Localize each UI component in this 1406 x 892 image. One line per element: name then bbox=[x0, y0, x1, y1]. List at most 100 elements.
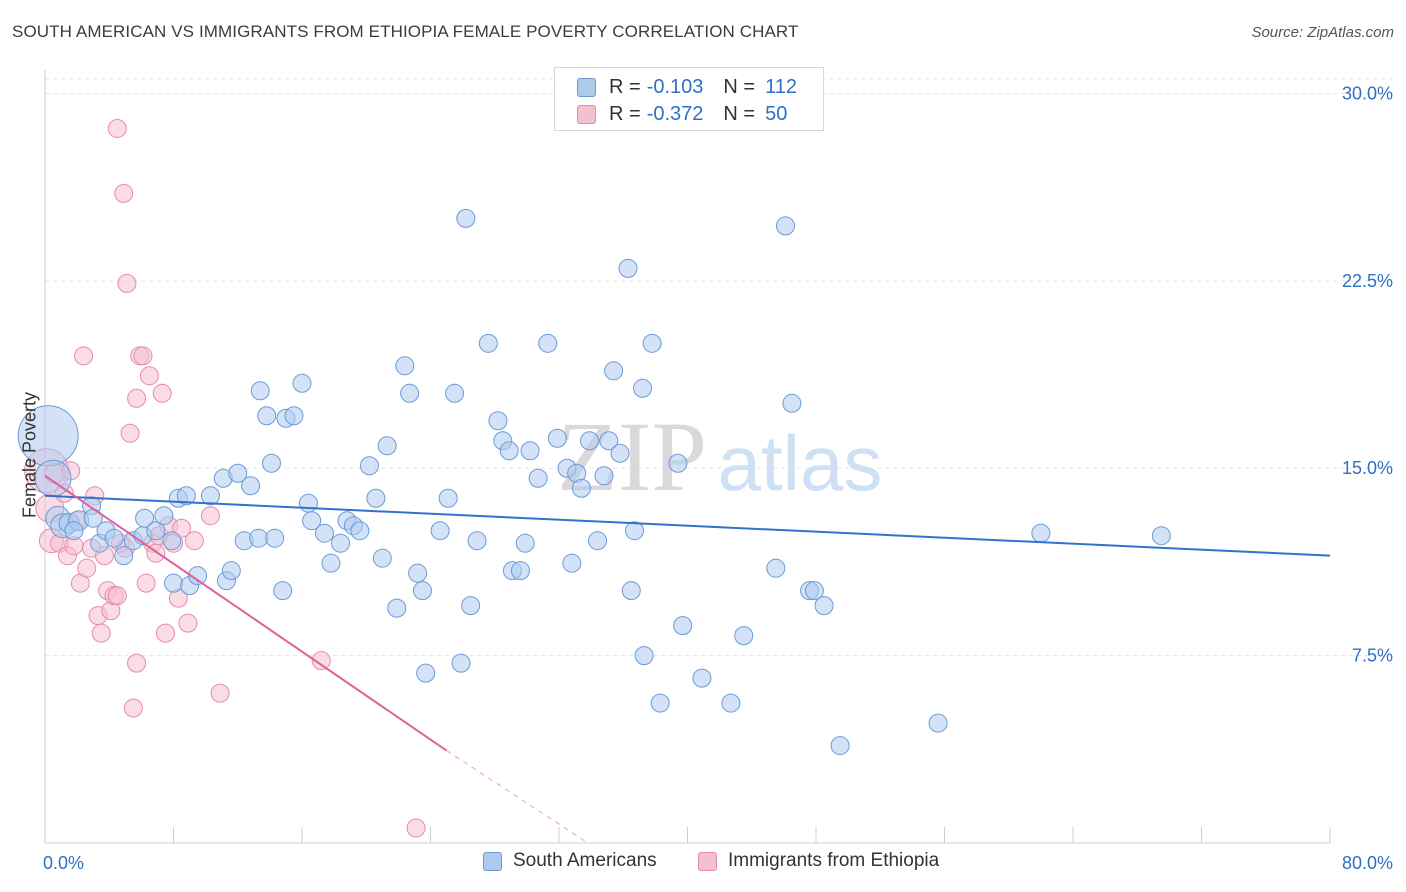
south-american-point bbox=[624, 521, 644, 541]
ethiopia-point bbox=[91, 623, 111, 643]
south-american-point bbox=[162, 531, 182, 551]
south-american-point bbox=[377, 436, 397, 456]
x-tick-label: 80.0% bbox=[1342, 853, 1393, 873]
ethiopia-point bbox=[114, 183, 134, 203]
south-american-point bbox=[154, 506, 174, 526]
south-american-point bbox=[782, 393, 802, 413]
south-american-point bbox=[499, 441, 519, 461]
ethiopia-trendline bbox=[44, 474, 448, 752]
legend-swatch-blue bbox=[483, 851, 502, 871]
series-name: South Americans bbox=[513, 850, 657, 871]
south-american-point bbox=[642, 333, 662, 353]
legend-row-ethiopia: R = -0.372 N = 50 bbox=[577, 101, 787, 127]
y-tick-label: 15.0% bbox=[1342, 458, 1393, 478]
south-american-point bbox=[520, 441, 540, 461]
watermark-atlas: atlas bbox=[718, 419, 883, 507]
ethiopia-point bbox=[152, 383, 172, 403]
south-american-point bbox=[430, 521, 450, 541]
south-american-point bbox=[400, 383, 420, 403]
series-legend-ethiopia[interactable]: Immigrants from Ethiopia bbox=[698, 850, 939, 872]
south-american-point bbox=[292, 373, 312, 393]
south-american-point bbox=[538, 333, 558, 353]
south-american-point bbox=[775, 216, 795, 236]
south-american-point bbox=[451, 653, 471, 673]
south-american-point bbox=[618, 258, 638, 278]
south-american-point bbox=[298, 493, 318, 513]
n-value: 50 bbox=[765, 102, 788, 125]
south-american-point bbox=[804, 581, 824, 601]
ethiopia-point bbox=[123, 698, 143, 718]
south-american-point bbox=[350, 521, 370, 541]
south-american-point bbox=[241, 476, 261, 496]
south-american-point bbox=[135, 508, 155, 528]
south-american-point bbox=[580, 431, 600, 451]
tick-labels: 7.5% 15.0% 22.5% 30.0% 0.0% 80.0% bbox=[43, 83, 1393, 873]
south-american-point bbox=[721, 693, 741, 713]
y-axis-label: Female Poverty bbox=[19, 391, 40, 519]
ethiopia-trendline-extension bbox=[446, 750, 589, 844]
south-american-point bbox=[395, 356, 415, 376]
south-american-point bbox=[562, 553, 582, 573]
south-american-point bbox=[1151, 526, 1171, 546]
south-american-point bbox=[164, 573, 183, 593]
south-american-point bbox=[510, 561, 530, 581]
y-tick-label: 7.5% bbox=[1352, 646, 1393, 666]
ethiopia-point bbox=[107, 586, 127, 606]
south-american-point bbox=[366, 488, 386, 508]
r-label: R = bbox=[609, 102, 641, 125]
south-american-point bbox=[250, 381, 270, 401]
ethiopia-point bbox=[184, 531, 204, 551]
south-american-point bbox=[668, 453, 688, 473]
south-american-point bbox=[478, 333, 498, 353]
ethiopia-point bbox=[136, 573, 156, 593]
south-american-point bbox=[456, 208, 476, 228]
ethiopia-point bbox=[155, 623, 175, 643]
south-american-point bbox=[438, 488, 458, 508]
south-american-point bbox=[412, 581, 432, 601]
south-american-point bbox=[221, 561, 241, 581]
south-american-point bbox=[547, 428, 567, 448]
watermark: ZIP atlas bbox=[557, 401, 882, 512]
n-label: N = bbox=[723, 102, 756, 125]
south-american-point bbox=[634, 646, 654, 666]
ethiopia-point bbox=[120, 423, 140, 443]
ethiopia-point bbox=[107, 118, 127, 138]
ethiopia-point bbox=[172, 518, 192, 538]
r-label: R = bbox=[609, 75, 641, 98]
south-american-point bbox=[650, 693, 670, 713]
south-american-point bbox=[528, 468, 548, 488]
ethiopia-point bbox=[117, 273, 137, 293]
n-label: N = bbox=[723, 75, 756, 98]
south-american-point bbox=[673, 616, 693, 636]
y-tick-label: 22.5% bbox=[1342, 271, 1393, 291]
n-value: 112 bbox=[765, 75, 797, 98]
south-american-point bbox=[692, 668, 712, 688]
r-value: -0.103 bbox=[646, 75, 704, 98]
south-american-point bbox=[372, 548, 392, 568]
south-american-point bbox=[604, 361, 624, 381]
south-american-point bbox=[64, 521, 84, 541]
south-american-point bbox=[928, 713, 948, 733]
ethiopia-point bbox=[406, 818, 426, 838]
south-american-point bbox=[571, 478, 591, 498]
south-american-point bbox=[599, 431, 619, 451]
ethiopia-point bbox=[210, 683, 230, 703]
south-american-point bbox=[588, 531, 608, 551]
regression-lines bbox=[44, 474, 1331, 844]
legend-swatch-pink bbox=[698, 851, 717, 871]
south-american-point bbox=[408, 563, 428, 583]
south-american-point bbox=[331, 533, 351, 553]
south-american-point bbox=[766, 558, 786, 578]
gridlines bbox=[45, 78, 1392, 657]
south-american-point bbox=[114, 546, 134, 566]
chart-title: SOUTH AMERICAN VS IMMIGRANTS FROM ETHIOP… bbox=[12, 22, 799, 41]
south-american-point bbox=[416, 663, 436, 683]
ethiopia-point bbox=[133, 346, 153, 366]
series-legend-south-americans[interactable]: South Americans bbox=[483, 850, 657, 872]
ethiopia-point bbox=[127, 653, 147, 673]
south-american-point bbox=[284, 406, 304, 426]
south-american-point bbox=[302, 511, 322, 531]
ethiopia-point bbox=[311, 651, 331, 671]
series-name: Immigrants from Ethiopia bbox=[728, 850, 940, 871]
